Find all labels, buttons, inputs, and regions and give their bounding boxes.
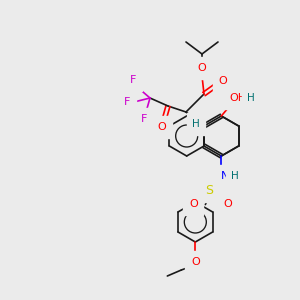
Text: F: F — [124, 97, 130, 107]
Text: F: F — [130, 75, 136, 85]
Text: N: N — [221, 171, 230, 181]
Text: O: O — [198, 63, 206, 73]
Text: H: H — [192, 119, 200, 129]
Text: O: O — [219, 76, 227, 86]
Text: F: F — [141, 114, 147, 124]
Text: O: O — [189, 199, 198, 209]
Text: O: O — [223, 199, 232, 209]
Text: S: S — [205, 184, 213, 196]
Text: H: H — [248, 93, 255, 103]
Text: O: O — [191, 257, 200, 267]
Text: OH: OH — [230, 93, 247, 103]
Text: O: O — [158, 122, 166, 132]
Text: H: H — [231, 171, 239, 181]
